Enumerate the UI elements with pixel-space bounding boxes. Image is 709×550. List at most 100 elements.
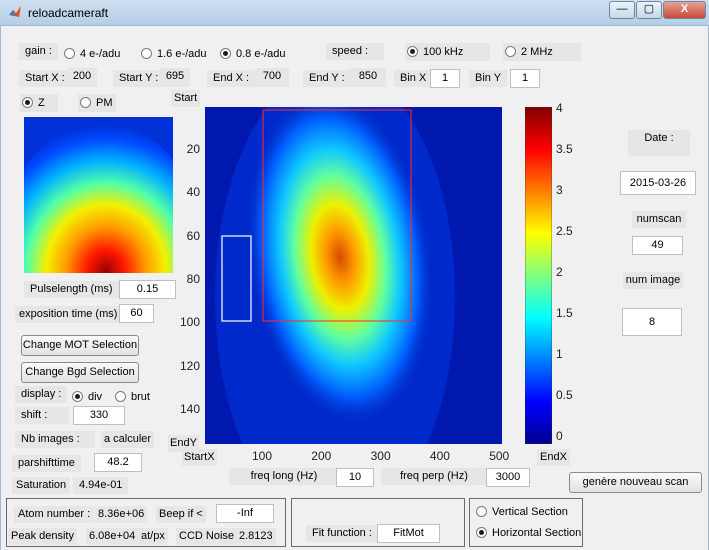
- end-y-field[interactable]: 850: [350, 68, 386, 87]
- date-field[interactable]: 2015-03-26: [620, 171, 696, 195]
- numscan-field[interactable]: 49: [632, 236, 683, 255]
- radio-icon: [476, 506, 487, 517]
- change-bgd-selection-button[interactable]: Change Bgd Selection: [21, 362, 139, 383]
- parshifttime-field[interactable]: 48.2: [94, 453, 142, 472]
- speed-radio-100khz[interactable]: 100 kHz: [405, 43, 490, 61]
- colorbar-tick-label: 2: [556, 265, 563, 279]
- y-tick-label: 100: [180, 315, 200, 329]
- radio-icon: [505, 46, 516, 57]
- gain-radio-0-8[interactable]: 0.8 e-/adu: [220, 45, 286, 63]
- saturation-label: Saturation: [12, 477, 70, 494]
- pulselength-field[interactable]: 0.15: [119, 280, 176, 299]
- fit-function-field[interactable]: FitMot: [377, 524, 440, 543]
- saturation-value: 4.94e-01: [73, 477, 128, 494]
- colorbar-tick-label: 1.5: [556, 306, 573, 320]
- freq-perp-field[interactable]: 3000: [486, 468, 530, 487]
- start-y-field[interactable]: 695: [160, 68, 190, 87]
- shift-label: shift :: [15, 407, 69, 424]
- maximize-button[interactable]: ▢: [636, 1, 662, 19]
- colorbar-tick-label: 1: [556, 347, 563, 361]
- radio-icon: [141, 48, 152, 59]
- radio-selected-icon: [22, 97, 33, 108]
- freq-long-label: freq long (Hz): [229, 468, 339, 485]
- atom-number-value: 8.36e+06: [95, 506, 147, 523]
- x-tick-label: 300: [371, 449, 391, 463]
- start-label: Start: [171, 90, 200, 107]
- gain-option-label: 1.6 e-/adu: [157, 48, 207, 60]
- x-tick-label: 100: [252, 449, 272, 463]
- exposition-field[interactable]: 60: [119, 304, 154, 323]
- gain-radio-4[interactable]: 4 e-/adu: [64, 45, 120, 63]
- colorbar-tick-label: 3: [556, 183, 563, 197]
- display-radio-div[interactable]: div: [72, 388, 102, 406]
- freq-long-field[interactable]: 10: [336, 468, 374, 487]
- peak-density-value: 6.08e+04: [86, 528, 138, 545]
- numimage-label: num image: [623, 272, 683, 289]
- speed-label: speed :: [326, 43, 384, 60]
- end-y-label: End Y :: [303, 70, 351, 87]
- end-x-field[interactable]: 700: [255, 68, 289, 87]
- matlab-icon: [8, 5, 22, 19]
- exposition-label: exposition time (ms): [15, 306, 121, 323]
- speed-option-label: 2 MHz: [521, 46, 553, 58]
- mode-option-label: PM: [96, 97, 113, 109]
- title-bar: reloadcameraft — ▢ X: [0, 0, 709, 26]
- shift-field[interactable]: 330: [73, 406, 125, 425]
- display-label: display :: [15, 386, 67, 403]
- gain-option-label: 0.8 e-/adu: [236, 48, 286, 60]
- gain-radio-1-6[interactable]: 1.6 e-/adu: [141, 45, 207, 63]
- colorbar-tick-label: 2.5: [556, 224, 573, 238]
- ccd-noise-value: 2.8123: [236, 528, 276, 545]
- radio-selected-icon: [220, 48, 231, 59]
- radio-selected-icon: [72, 391, 83, 402]
- end-x-label: End X :: [207, 70, 255, 87]
- minimize-button[interactable]: —: [609, 1, 635, 19]
- x-tick-label: 500: [489, 449, 509, 463]
- numimage-field[interactable]: 8: [622, 308, 682, 336]
- display-radio-brut[interactable]: brut: [115, 388, 150, 406]
- mode-radio-pm[interactable]: PM: [78, 94, 116, 112]
- atom-number-label: Atom number :: [14, 506, 94, 523]
- bin-y-field[interactable]: 1: [510, 69, 540, 88]
- window-title: reloadcameraft: [28, 6, 108, 20]
- start-y-label: Start Y :: [113, 70, 164, 87]
- horizontal-section-radio[interactable]: Horizontal Section: [476, 524, 581, 542]
- mode-option-label: Z: [38, 97, 45, 109]
- peak-density-label: Peak density: [8, 528, 77, 545]
- speed-option-label: 100 kHz: [423, 46, 463, 58]
- thumbnail-image[interactable]: [24, 117, 173, 273]
- start-x-label: Start X :: [19, 70, 71, 87]
- colorbar-tick-label: 3.5: [556, 142, 573, 156]
- colorbar: [525, 107, 552, 444]
- gain-label: gain :: [19, 43, 58, 60]
- mode-radio-z[interactable]: Z: [20, 94, 58, 112]
- pulselength-label: Pulselength (ms): [24, 281, 119, 298]
- y-tick-label: 120: [180, 359, 200, 373]
- colorbar-tick-label: 4: [556, 101, 563, 115]
- speed-radio-2mhz[interactable]: 2 MHz: [503, 43, 581, 61]
- new-scan-button[interactable]: genère nouveau scan: [569, 472, 702, 493]
- radio-selected-icon: [407, 46, 418, 57]
- beep-threshold-field[interactable]: -Inf: [216, 504, 274, 523]
- vertical-section-radio[interactable]: Vertical Section: [476, 503, 568, 521]
- colorbar-tick-label: 0.5: [556, 388, 573, 402]
- x-tick-label: 200: [311, 449, 331, 463]
- radio-icon: [115, 391, 126, 402]
- gain-option-label: 4 e-/adu: [80, 48, 120, 60]
- peak-density-unit: at/px: [138, 528, 168, 545]
- fit-function-label: Fit function :: [306, 525, 378, 542]
- camera-image-plot[interactable]: [205, 107, 502, 444]
- beep-label: Beep if <: [156, 506, 206, 523]
- y-tick-label: 60: [187, 229, 200, 243]
- y-tick-label: 20: [187, 142, 200, 156]
- section-option-label: Vertical Section: [492, 506, 568, 518]
- start-x-field[interactable]: 200: [67, 68, 97, 87]
- bin-x-field[interactable]: 1: [430, 69, 460, 88]
- y-tick-label: 40: [187, 185, 200, 199]
- y-tick-label: 140: [180, 402, 200, 416]
- close-button[interactable]: X: [663, 1, 706, 19]
- change-mot-selection-button[interactable]: Change MOT Selection: [21, 335, 139, 356]
- x-tick-label: 400: [430, 449, 450, 463]
- endx-label: EndX: [537, 449, 570, 466]
- bin-x-label: Bin X: [394, 70, 432, 87]
